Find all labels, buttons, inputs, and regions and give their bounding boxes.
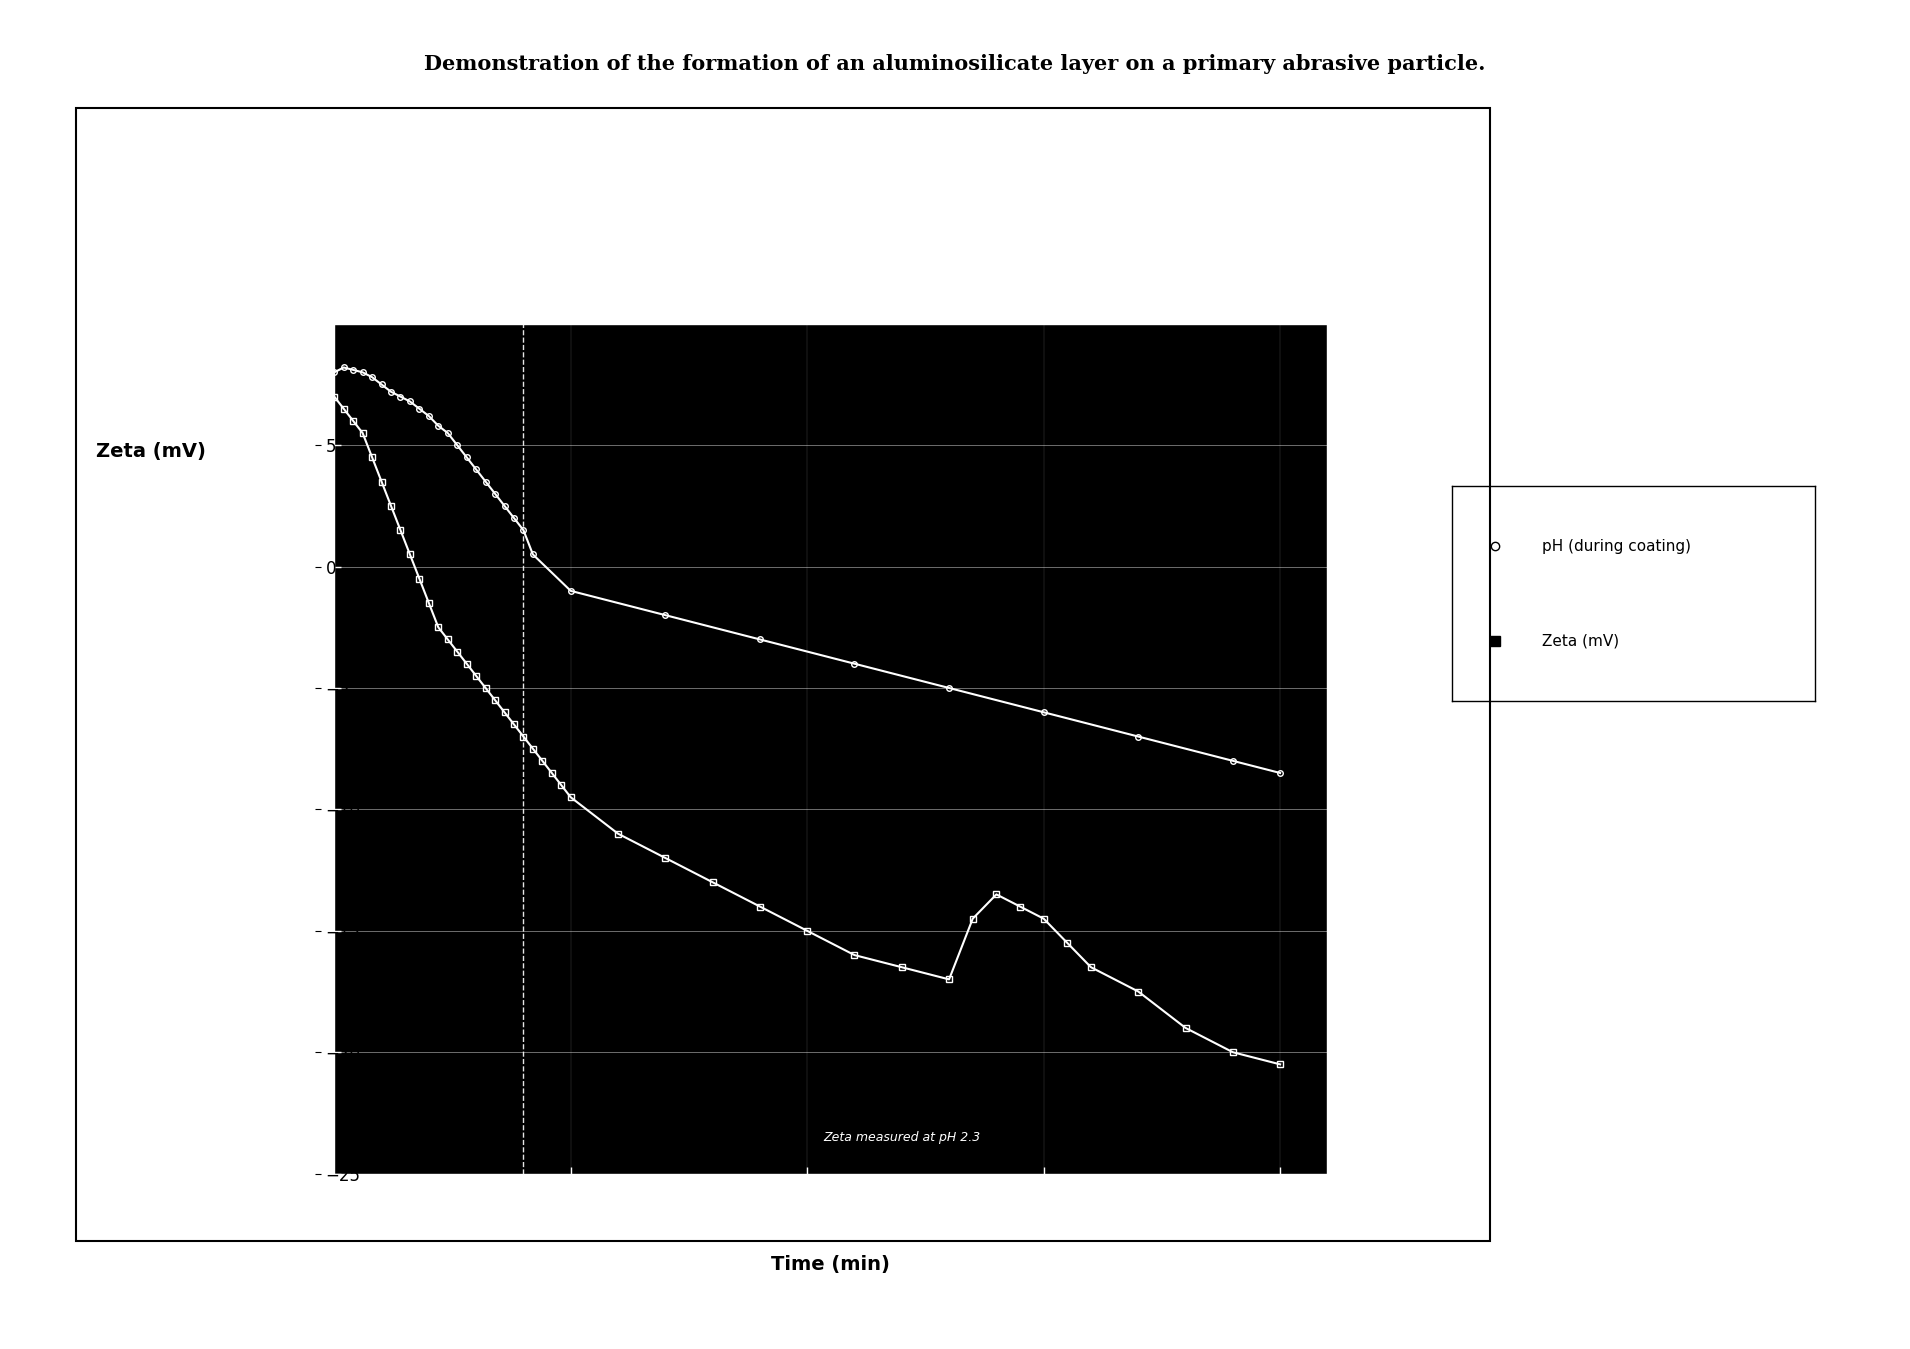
- Text: Demonstration of the formation of an aluminosilicate layer on a primary abrasive: Demonstration of the formation of an alu…: [424, 54, 1486, 74]
- Text: Zeta measured at pH 2.3: Zeta measured at pH 2.3: [823, 1130, 980, 1144]
- Text: Time (min): Time (min): [772, 1255, 890, 1273]
- Text: Zeta (mV): Zeta (mV): [96, 441, 206, 461]
- Text: pH (during coating): pH (during coating): [1543, 538, 1692, 553]
- Text: Zeta (mV): Zeta (mV): [1543, 634, 1620, 649]
